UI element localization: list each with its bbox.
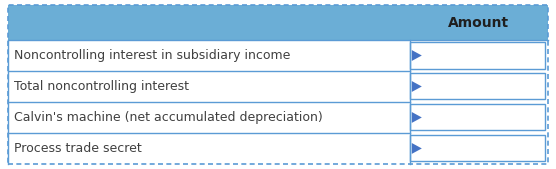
Polygon shape xyxy=(412,50,422,61)
Polygon shape xyxy=(412,112,422,123)
Bar xyxy=(410,74,545,100)
Bar xyxy=(8,133,410,164)
Text: Noncontrolling interest in subsidiary income: Noncontrolling interest in subsidiary in… xyxy=(14,49,290,62)
Text: Total noncontrolling interest: Total noncontrolling interest xyxy=(14,80,189,93)
Bar xyxy=(8,40,410,71)
Bar xyxy=(8,71,410,102)
Bar xyxy=(410,42,545,68)
Text: Calvin's machine (net accumulated depreciation): Calvin's machine (net accumulated deprec… xyxy=(14,111,322,124)
Polygon shape xyxy=(412,143,422,154)
Text: Process trade secret: Process trade secret xyxy=(14,142,142,155)
Bar xyxy=(410,135,545,161)
Bar xyxy=(8,102,410,133)
Bar xyxy=(8,5,548,40)
Polygon shape xyxy=(412,81,422,92)
Text: Amount: Amount xyxy=(448,16,509,30)
Bar xyxy=(410,104,545,130)
